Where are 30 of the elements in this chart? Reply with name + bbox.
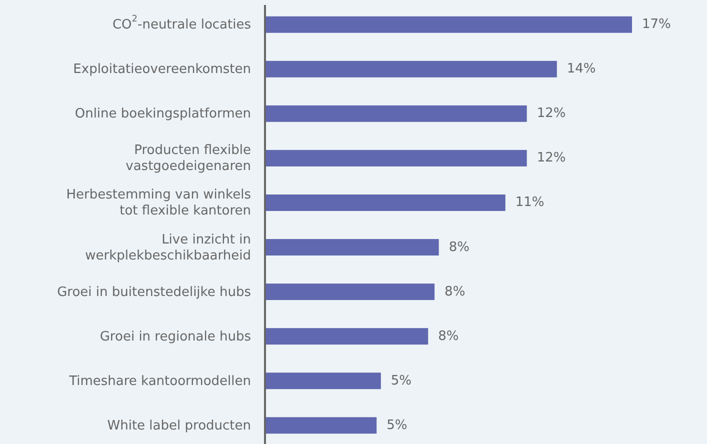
bar xyxy=(265,60,557,78)
data-label: 11% xyxy=(515,195,544,210)
y-tick-label: Producten flexible vastgoedeigenaren xyxy=(126,142,251,174)
y-tick-label: Timeshare kantoormodellen xyxy=(68,373,251,388)
data-label: 12% xyxy=(536,150,566,166)
bar xyxy=(265,417,377,434)
data-label: 5% xyxy=(390,373,412,388)
y-tick-label: Herbestemming van winkels tot flexible kantoren xyxy=(66,187,252,218)
data-label: 8% xyxy=(448,240,470,255)
data-label: 8% xyxy=(438,328,459,344)
y-tick-label: Live inzicht in werkplekbeschikbaarheid xyxy=(85,232,251,263)
y-tick-label: CO$^{2}$-neutrale locaties xyxy=(112,14,252,32)
y-tick-label: Groei in buitenstedelijke hubs xyxy=(57,284,252,300)
data-label: 8% xyxy=(444,284,466,300)
y-tick-label: Exploitatieovereenkomsten xyxy=(73,62,251,77)
y-tick-label: White label producten xyxy=(107,418,251,433)
data-label: 5% xyxy=(386,418,408,433)
y-tick-label: Groei in regionale hubs xyxy=(100,328,252,344)
bar xyxy=(265,239,439,256)
data-label: 17% xyxy=(642,17,671,32)
bar xyxy=(265,284,435,300)
data-label: 12% xyxy=(536,106,566,122)
bar xyxy=(265,372,381,390)
bar xyxy=(265,150,527,166)
bar xyxy=(265,105,527,122)
bar xyxy=(265,328,428,345)
bar xyxy=(265,16,632,33)
data-label: 14% xyxy=(566,62,596,77)
bar xyxy=(265,194,506,211)
y-tick-label: Online boekingsplatformen xyxy=(74,106,251,122)
